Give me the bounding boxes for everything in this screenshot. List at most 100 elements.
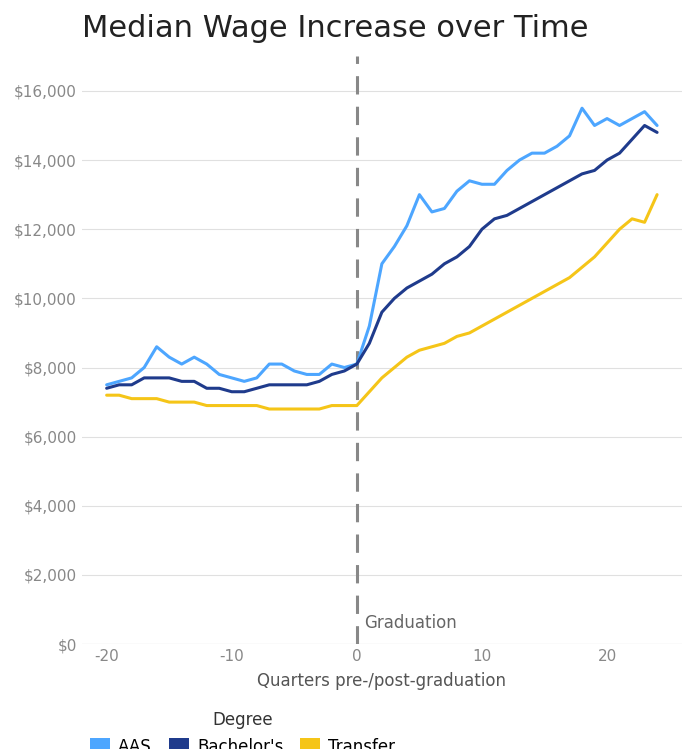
AAS xyxy=(403,221,411,230)
AAS xyxy=(553,142,561,151)
AAS xyxy=(203,360,211,369)
AAS xyxy=(390,242,399,251)
Transfer xyxy=(203,401,211,410)
Bachelor's xyxy=(553,184,561,192)
AAS xyxy=(165,353,173,362)
Bachelor's xyxy=(653,128,661,137)
Transfer xyxy=(416,346,424,355)
X-axis label: Quarters pre-/post-graduation: Quarters pre-/post-graduation xyxy=(258,673,507,691)
AAS xyxy=(565,131,574,140)
AAS xyxy=(315,370,324,379)
Bachelor's xyxy=(628,135,636,144)
Transfer xyxy=(328,401,336,410)
Legend: AAS, Bachelor's, Transfer: AAS, Bachelor's, Transfer xyxy=(90,712,395,749)
Bachelor's xyxy=(102,383,111,392)
AAS xyxy=(590,121,599,130)
Transfer xyxy=(540,287,548,296)
Bachelor's xyxy=(403,284,411,293)
AAS xyxy=(353,360,361,369)
Transfer xyxy=(640,218,649,227)
Transfer xyxy=(265,404,274,413)
AAS xyxy=(490,180,498,189)
AAS xyxy=(190,353,198,362)
Bachelor's xyxy=(640,121,649,130)
AAS xyxy=(653,121,661,130)
Transfer xyxy=(228,401,236,410)
Bachelor's xyxy=(590,166,599,175)
Transfer xyxy=(165,398,173,407)
Bachelor's xyxy=(215,383,223,392)
Transfer xyxy=(140,394,148,403)
AAS xyxy=(265,360,274,369)
AAS xyxy=(428,207,436,216)
Transfer xyxy=(278,404,286,413)
AAS xyxy=(278,360,286,369)
AAS xyxy=(503,166,511,175)
Transfer xyxy=(603,238,611,247)
Bachelor's xyxy=(127,380,136,389)
Bachelor's xyxy=(503,211,511,220)
Bachelor's xyxy=(477,225,486,234)
AAS xyxy=(441,204,449,213)
Bachelor's xyxy=(453,252,461,261)
Bachelor's xyxy=(278,380,286,389)
AAS xyxy=(615,121,624,130)
AAS xyxy=(628,114,636,123)
Transfer xyxy=(353,401,361,410)
Bachelor's xyxy=(390,294,399,303)
Transfer xyxy=(515,301,523,310)
AAS xyxy=(378,259,386,268)
Transfer xyxy=(553,280,561,289)
Bachelor's xyxy=(203,383,211,392)
Transfer xyxy=(390,363,399,372)
Bachelor's xyxy=(290,380,299,389)
Bachelor's xyxy=(315,377,324,386)
Transfer xyxy=(441,339,449,348)
Transfer xyxy=(340,401,349,410)
Bachelor's xyxy=(265,380,274,389)
Transfer xyxy=(590,252,599,261)
Transfer xyxy=(578,263,586,272)
AAS xyxy=(215,370,223,379)
AAS xyxy=(102,380,111,389)
Transfer xyxy=(653,190,661,199)
Text: Graduation: Graduation xyxy=(364,614,457,632)
AAS xyxy=(477,180,486,189)
Bachelor's xyxy=(490,214,498,223)
AAS xyxy=(528,148,536,157)
Bachelor's xyxy=(152,374,161,383)
Transfer xyxy=(565,273,574,282)
Bachelor's xyxy=(528,197,536,206)
Transfer xyxy=(490,315,498,324)
Bachelor's xyxy=(140,374,148,383)
Bachelor's xyxy=(515,204,523,213)
Transfer xyxy=(190,398,198,407)
Bachelor's xyxy=(441,259,449,268)
AAS xyxy=(152,342,161,351)
Transfer xyxy=(253,401,261,410)
AAS xyxy=(416,190,424,199)
Transfer xyxy=(152,394,161,403)
AAS xyxy=(115,377,123,386)
Bachelor's xyxy=(303,380,311,389)
Transfer xyxy=(428,342,436,351)
AAS xyxy=(228,374,236,383)
AAS xyxy=(603,114,611,123)
AAS xyxy=(253,374,261,383)
Bachelor's xyxy=(353,360,361,369)
AAS xyxy=(540,148,548,157)
Bachelor's xyxy=(177,377,186,386)
AAS xyxy=(465,176,473,185)
Line: Transfer: Transfer xyxy=(106,195,657,409)
Transfer xyxy=(615,225,624,234)
AAS xyxy=(127,374,136,383)
AAS xyxy=(640,107,649,116)
Bachelor's xyxy=(115,380,123,389)
Bachelor's xyxy=(328,370,336,379)
Transfer xyxy=(477,321,486,330)
Transfer xyxy=(315,404,324,413)
Transfer xyxy=(240,401,248,410)
AAS xyxy=(290,366,299,375)
Transfer xyxy=(127,394,136,403)
AAS xyxy=(578,103,586,112)
